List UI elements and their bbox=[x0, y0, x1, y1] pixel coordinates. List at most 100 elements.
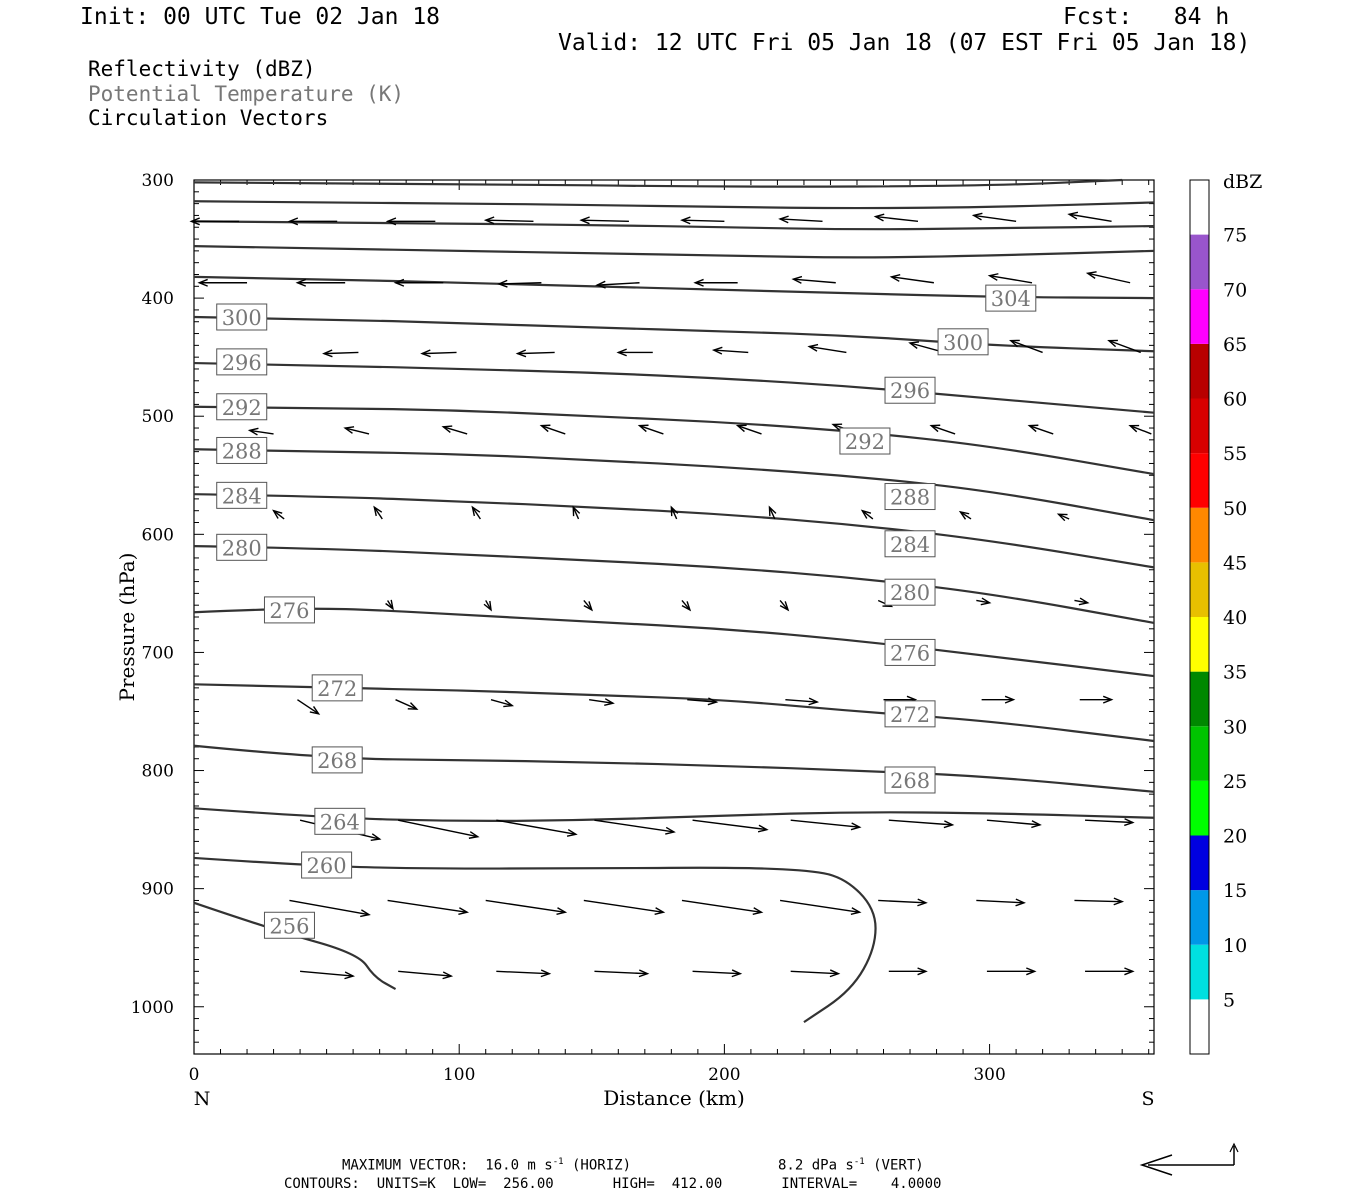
contour-label-box bbox=[884, 638, 936, 666]
circulation-vector bbox=[976, 597, 992, 606]
colorbar-label: 30 bbox=[1223, 716, 1247, 738]
colorbar-unit: dBZ bbox=[1223, 171, 1262, 193]
vector-head bbox=[373, 505, 383, 517]
contour-label-text: 300 bbox=[943, 331, 983, 355]
circulation-vector bbox=[987, 273, 1033, 284]
vector-head bbox=[873, 213, 885, 222]
vector-shaft bbox=[597, 282, 640, 286]
valid-time: Valid: 12 UTC Fri 05 Jan 18 (07 EST Fri … bbox=[558, 30, 1251, 56]
colorbar-segment bbox=[1190, 944, 1209, 1000]
contour-label-box bbox=[884, 376, 936, 404]
circulation-vector bbox=[986, 819, 1042, 829]
colorbar-segment bbox=[1190, 671, 1209, 727]
vector-shaft bbox=[517, 351, 555, 355]
vector-head bbox=[670, 505, 679, 517]
vector-head bbox=[768, 505, 777, 517]
vector-shaft bbox=[785, 698, 818, 703]
vector-shaft bbox=[639, 425, 664, 435]
vector-head bbox=[483, 600, 492, 612]
contour-label-text: 296 bbox=[222, 351, 262, 375]
circulation-vector bbox=[398, 970, 454, 980]
vector-head bbox=[385, 217, 397, 226]
circulation-vector bbox=[1074, 597, 1090, 606]
circulation-vector bbox=[1085, 818, 1135, 827]
contour-label-box bbox=[884, 483, 936, 511]
contour-label-text: 288 bbox=[222, 439, 262, 463]
vector-head bbox=[1085, 271, 1097, 279]
circulation-vector bbox=[616, 348, 653, 357]
vector-shaft bbox=[581, 219, 629, 223]
vector-shaft bbox=[1074, 899, 1123, 903]
colorbar-segment bbox=[1190, 835, 1209, 891]
contour-label-text: 284 bbox=[222, 484, 262, 508]
y-tick-label: 300 bbox=[142, 171, 174, 191]
vector-head bbox=[929, 424, 941, 433]
vector-shaft bbox=[289, 899, 370, 916]
vector-shaft bbox=[398, 819, 478, 838]
vector-shaft bbox=[344, 427, 370, 435]
circulation-vector bbox=[287, 217, 338, 226]
colorbar-segment bbox=[1190, 617, 1209, 672]
vector-shaft bbox=[490, 699, 513, 707]
circulation-vector bbox=[971, 212, 1017, 223]
circulation-vector bbox=[1027, 424, 1054, 435]
contour-label-box bbox=[311, 674, 363, 702]
vector-head bbox=[539, 424, 551, 433]
vector-shaft bbox=[398, 970, 452, 977]
vector-shaft bbox=[779, 600, 789, 611]
vector-head bbox=[638, 969, 650, 978]
vector-head bbox=[654, 907, 666, 916]
circulation-vector bbox=[385, 217, 436, 226]
axis-tick-labels: 0 100 200 300 300 400 500 600 700 800 900 1000 N S Dis… bbox=[115, 171, 1155, 1110]
vector-head bbox=[971, 212, 983, 221]
contour-label: 268 bbox=[884, 766, 936, 794]
contour-label: 280 bbox=[216, 533, 268, 561]
vector-head bbox=[616, 348, 627, 357]
contour-label-text: 276 bbox=[890, 641, 930, 665]
x-axis-label: Distance (km) bbox=[603, 1086, 745, 1110]
vector-head bbox=[247, 427, 259, 436]
circulation-vector bbox=[539, 424, 566, 435]
theta-contour bbox=[193, 178, 1123, 188]
vector-shaft bbox=[888, 819, 953, 826]
circulation-vector bbox=[583, 600, 594, 612]
colorbar-segment bbox=[1190, 289, 1209, 344]
circulation-vector bbox=[785, 697, 820, 706]
contour-label-box bbox=[884, 766, 936, 794]
vector-shaft bbox=[1074, 599, 1088, 604]
vector-head bbox=[441, 425, 453, 433]
vector-shaft bbox=[594, 819, 675, 833]
circulation-vector bbox=[681, 899, 764, 916]
contour-label-text: 284 bbox=[890, 533, 930, 557]
x-end-label-right: S bbox=[1141, 1088, 1154, 1110]
vector-head bbox=[483, 216, 495, 225]
vector-head bbox=[572, 505, 581, 517]
theta-contour bbox=[193, 856, 877, 1024]
vector-shaft bbox=[737, 425, 762, 435]
vector-shaft bbox=[1029, 425, 1054, 435]
vector-shaft bbox=[878, 899, 926, 904]
contour-label-text: 264 bbox=[320, 810, 360, 834]
vector-head bbox=[604, 698, 615, 706]
y-tick-label: 900 bbox=[142, 880, 174, 900]
vector-head bbox=[889, 274, 901, 282]
vector-head bbox=[471, 505, 481, 517]
axis-ticks bbox=[193, 179, 1154, 1055]
vector-head bbox=[908, 341, 920, 349]
vector-shaft bbox=[973, 214, 1017, 223]
field-vectors: Circulation Vectors bbox=[88, 106, 329, 130]
vector-head bbox=[1078, 597, 1090, 606]
vector-head bbox=[681, 601, 692, 612]
circulation-vector bbox=[343, 426, 370, 435]
vector-head bbox=[497, 279, 508, 288]
circulation-vector bbox=[778, 215, 823, 224]
circulation-vector bbox=[1009, 339, 1043, 354]
vector-shaft bbox=[861, 510, 874, 520]
contour-label: 288 bbox=[216, 436, 268, 464]
circulation-vector bbox=[860, 509, 874, 520]
vector-shaft bbox=[779, 899, 860, 913]
contour-label-text: 276 bbox=[269, 599, 309, 623]
vector-head bbox=[583, 601, 594, 612]
contour-label: 296 bbox=[216, 348, 268, 376]
field-reflectivity: Reflectivity (dBZ) bbox=[88, 57, 316, 81]
